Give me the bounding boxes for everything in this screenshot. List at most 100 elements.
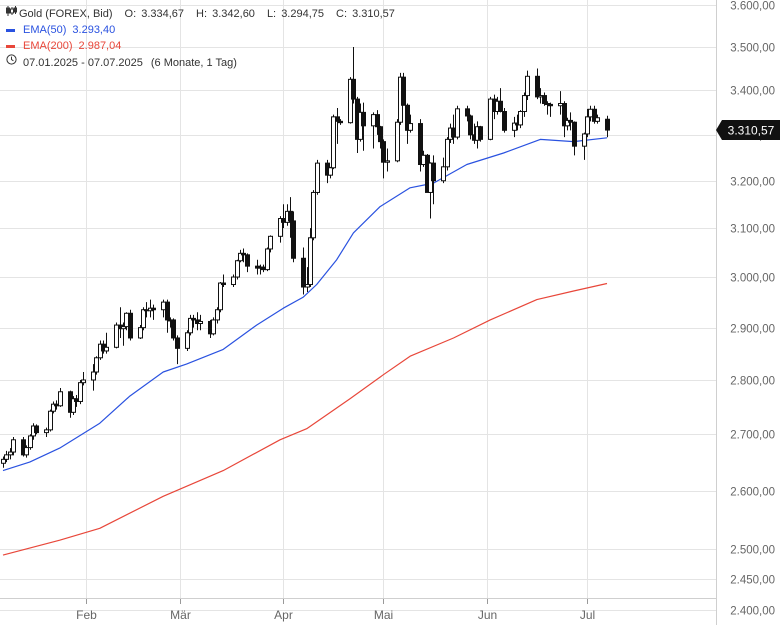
open-label: O: — [124, 8, 137, 20]
candle-body-up — [58, 391, 63, 407]
candle — [165, 299, 170, 333]
y-tick-label: 3.200,00 — [730, 177, 775, 189]
candle-body-down — [572, 121, 577, 147]
y-tick-label: 2.800,00 — [730, 376, 775, 388]
candle-body-up — [235, 260, 240, 278]
candle-body-down — [478, 126, 483, 140]
close-value: 3.310,57 — [352, 8, 395, 20]
y-tick-label: 2.600,00 — [730, 487, 775, 499]
candle — [114, 322, 119, 349]
candle-body-up — [114, 324, 119, 348]
ema50-value: 3.293,40 — [72, 24, 116, 36]
candle-body-up — [231, 276, 236, 286]
candle — [535, 68, 540, 100]
y-tick-label: 3.500,00 — [730, 43, 775, 55]
candle-body-up — [124, 312, 129, 328]
candle — [191, 314, 196, 328]
candle-body-up — [595, 117, 600, 122]
candle — [568, 112, 573, 131]
candle-body-down — [502, 111, 507, 131]
candle-body-up — [91, 371, 96, 381]
x-tick-label: Mär — [170, 608, 191, 622]
ema200-line — [2, 282, 608, 556]
candle — [542, 92, 547, 106]
candle-body-up — [588, 108, 593, 118]
candle-body-up — [565, 119, 570, 127]
candle-body-down — [171, 319, 176, 339]
candle — [175, 335, 180, 365]
candle — [48, 409, 53, 432]
candle — [4, 450, 9, 463]
instrument-name: Gold (FOREX, Bid) — [19, 8, 113, 20]
x-tick-label: Feb — [76, 608, 97, 622]
candle-body-down — [542, 95, 547, 105]
candle — [71, 396, 76, 416]
y-tick-label: 2.900,00 — [730, 324, 775, 336]
high-value: 3.342,60 — [212, 8, 255, 20]
candle — [525, 70, 530, 100]
candle — [498, 88, 503, 113]
candle — [118, 307, 123, 338]
y-tick-label: 2.700,00 — [730, 430, 775, 442]
candle — [121, 322, 126, 346]
candle-body-down — [335, 116, 340, 122]
close-label: C: — [336, 8, 348, 20]
ema200-line-group — [2, 282, 608, 556]
candle-body-down — [375, 114, 380, 128]
candle — [378, 125, 383, 149]
candle-body-down — [151, 307, 156, 311]
candle — [351, 47, 356, 104]
legend-ohlc-row: Gold (FOREX, Bid) O: 3.334,67 H: 3.342,6… — [6, 6, 397, 22]
candle — [291, 211, 296, 263]
candle — [512, 116, 517, 138]
candle-body-up — [198, 320, 203, 325]
candle-body-up — [371, 114, 376, 127]
candle-body-up — [185, 332, 190, 349]
candle — [91, 364, 96, 391]
candle — [94, 356, 99, 375]
candle-body-down — [221, 282, 226, 286]
candle — [151, 304, 156, 320]
candle-body-down — [378, 126, 383, 143]
candle — [238, 249, 243, 263]
candle — [235, 259, 240, 280]
candle-body-up — [141, 309, 146, 329]
candle-body-down — [261, 266, 266, 271]
legend-ema200-row[interactable]: EMA(200) 2.987,04 — [6, 38, 397, 54]
candle — [211, 317, 216, 336]
candle-body-down — [351, 78, 356, 100]
candle-body-up — [121, 326, 126, 330]
ema50-swatch — [6, 28, 15, 32]
candle-body-down — [465, 108, 470, 117]
candle — [104, 332, 109, 354]
candle — [78, 379, 83, 405]
y-tick-label: 2.500,00 — [730, 545, 775, 557]
candle-body-up — [161, 301, 166, 311]
candle — [44, 427, 49, 438]
candle-body-down — [418, 123, 423, 166]
candle-body-down — [338, 120, 343, 124]
candle-body-up — [188, 317, 193, 334]
candle-body-up — [538, 95, 543, 98]
candle — [241, 248, 246, 263]
candle — [455, 105, 460, 140]
candle-body-down — [405, 104, 410, 131]
candle — [595, 114, 600, 124]
candle-body-down — [291, 220, 296, 259]
candle — [288, 197, 293, 238]
candle — [141, 307, 146, 331]
candle — [468, 114, 473, 140]
ema50-line-group — [2, 137, 608, 472]
low-value: 3.294,75 — [281, 8, 325, 20]
open-value: 3.334,67 — [141, 8, 185, 20]
candle-body-down — [381, 141, 386, 163]
candle-body-down — [401, 76, 406, 106]
candle — [502, 107, 507, 133]
last-price-badge — [716, 120, 780, 141]
candle — [441, 157, 446, 184]
legend-ema50-row[interactable]: EMA(50) 3.293,40 — [6, 22, 397, 38]
candle — [558, 91, 563, 115]
candle-body-up — [138, 327, 143, 339]
